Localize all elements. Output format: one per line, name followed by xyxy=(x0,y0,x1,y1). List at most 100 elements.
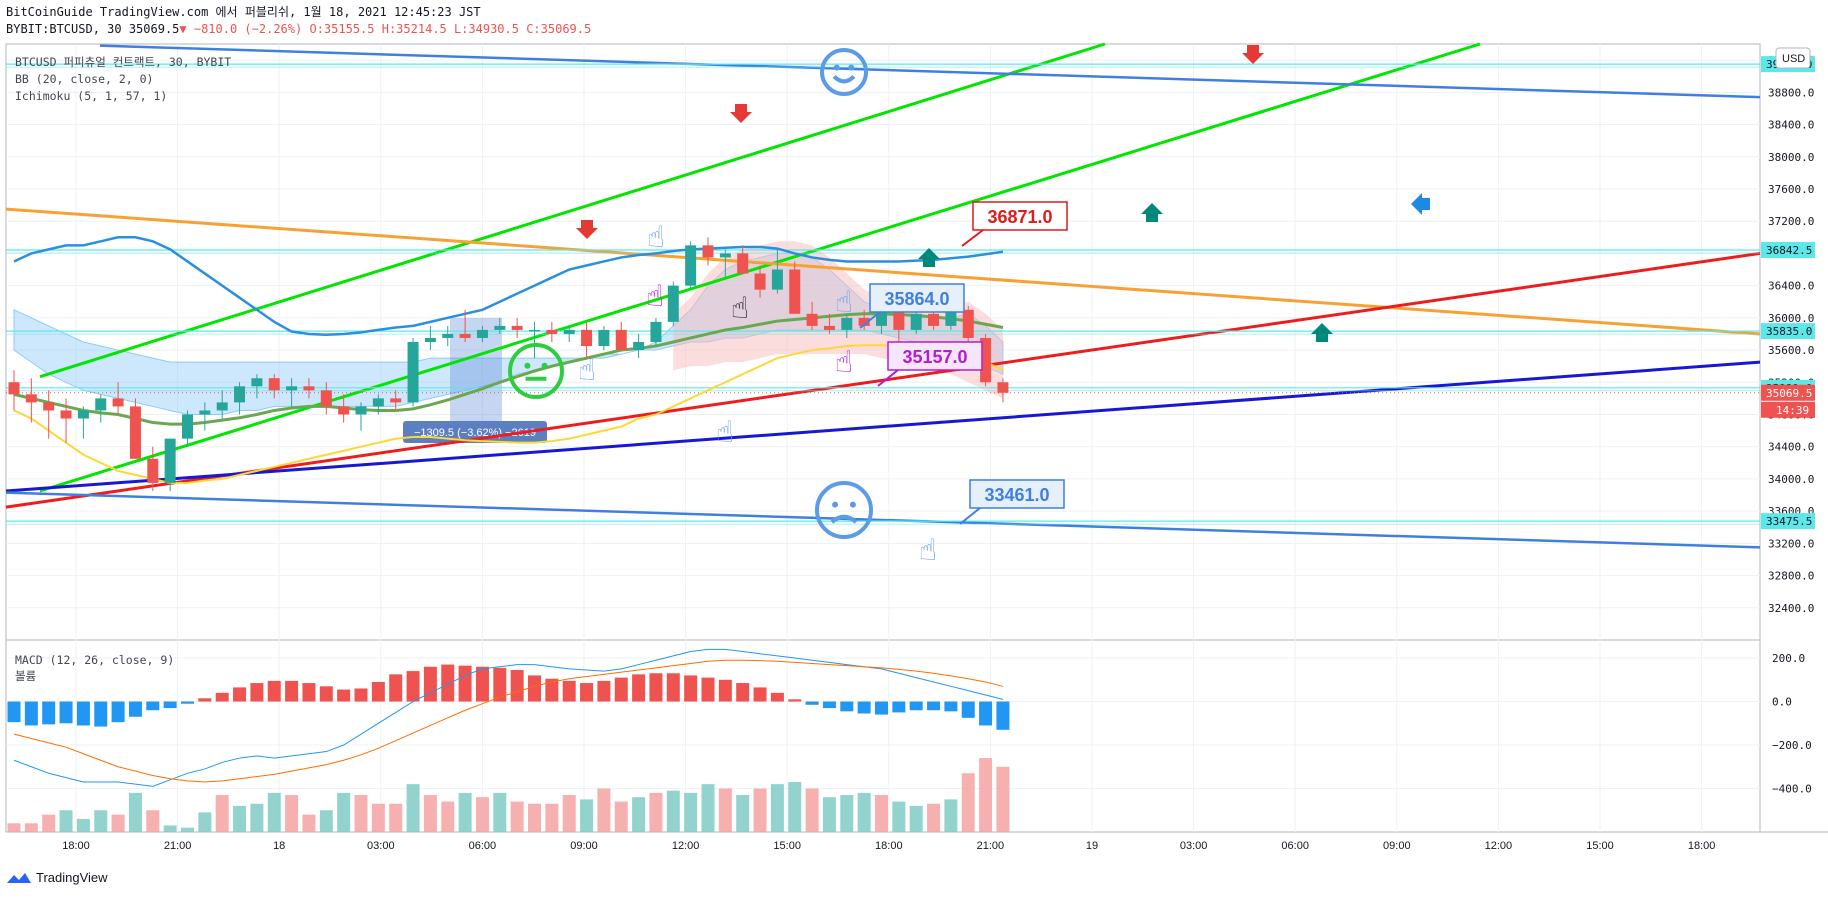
tradingview-footer[interactable]: TradingView xyxy=(6,870,108,885)
candle-body xyxy=(910,313,922,330)
callout-box xyxy=(869,283,965,313)
volume-bar xyxy=(285,795,299,832)
legend-ichimoku: Ichimoku (5, 1, 57, 1) xyxy=(15,89,168,103)
y-tick-label: 34400.0 xyxy=(1768,441,1814,454)
macd-histogram-bar xyxy=(545,678,559,702)
candle-body xyxy=(823,325,835,330)
macd-histogram-bar xyxy=(146,701,160,711)
macd-histogram-bar xyxy=(788,699,802,702)
last-price-tag xyxy=(1761,384,1815,401)
steel-upper-line xyxy=(99,44,1761,99)
macd-histogram-bar xyxy=(840,701,854,712)
macd-histogram-bar xyxy=(736,683,750,702)
macd-histogram-bar xyxy=(441,664,455,702)
macd-histogram-bar xyxy=(319,686,333,702)
channel-upper-line xyxy=(39,42,1106,379)
volume-bar xyxy=(7,823,21,832)
y-tick-label: 33200.0 xyxy=(1768,537,1814,550)
macd-histogram-bar xyxy=(458,665,472,702)
macd-histogram-bar xyxy=(580,683,594,702)
tradingview-logo-icon xyxy=(7,872,31,883)
volume-bar xyxy=(562,795,576,832)
smile-face-icon-eye xyxy=(848,64,855,71)
macd-histogram-bar xyxy=(701,677,715,702)
smile-face-icon-eye xyxy=(833,64,840,71)
down-arrow-icon xyxy=(1242,45,1264,64)
callout-price: 35157.0 xyxy=(902,347,967,367)
price-change: −810.0 (−2.26%) xyxy=(193,22,303,36)
candle-body xyxy=(199,410,211,415)
macd-y-tick-label: −400.0 xyxy=(1772,783,1812,796)
candle-body xyxy=(997,382,1009,393)
volume-bar xyxy=(875,795,888,832)
volume-bar xyxy=(788,781,802,832)
candle-body xyxy=(268,378,280,391)
candle-body xyxy=(182,414,193,439)
pointing-hand-icon: ☝ xyxy=(919,533,937,568)
candle-body xyxy=(407,342,419,403)
macd-histogram-bar xyxy=(718,679,732,702)
macd-histogram-bar xyxy=(944,701,958,712)
x-tick-label: 09:00 xyxy=(570,840,598,852)
macd-histogram-bar xyxy=(632,674,646,702)
y-tick-label: 38800.0 xyxy=(1768,86,1814,99)
macd-histogram-bar xyxy=(354,688,368,702)
candle-body xyxy=(754,273,766,290)
callout-pointer xyxy=(859,311,881,329)
x-tick-label: 18:00 xyxy=(62,840,90,852)
candle-body xyxy=(563,329,575,334)
candle-body xyxy=(789,269,801,314)
x-tick-label: 21:00 xyxy=(977,840,1005,852)
candle-body xyxy=(216,402,228,411)
macd-histogram-bar xyxy=(76,701,90,726)
volume-bar xyxy=(250,803,264,832)
candle-body xyxy=(945,309,957,326)
candle-body xyxy=(650,321,662,342)
volume-bar xyxy=(718,788,732,832)
up-arrow-icon xyxy=(1141,203,1163,222)
candle-body xyxy=(164,438,176,483)
volume-bar xyxy=(354,795,368,832)
volume-bar xyxy=(128,792,142,832)
countdown-label: 14:39 xyxy=(1776,404,1809,417)
x-tick-label: 03:00 xyxy=(367,840,395,852)
callout-pointer xyxy=(959,507,981,525)
wry-face-icon-eye xyxy=(849,501,856,508)
macd-histogram-bar xyxy=(250,683,264,702)
volume-bar xyxy=(805,788,819,832)
candle-body xyxy=(529,329,540,332)
volume-bar xyxy=(632,797,646,832)
pointing-hand-icon: ☝ xyxy=(835,345,853,380)
macd-line xyxy=(13,648,1004,787)
macd-histogram-bar xyxy=(649,673,663,702)
macd-histogram-bar xyxy=(285,680,299,702)
volume-bar xyxy=(337,792,351,832)
candle-body xyxy=(234,386,246,403)
macd-histogram-bar xyxy=(389,674,403,702)
volume-bar xyxy=(857,792,871,832)
y-tick-label: 34000.0 xyxy=(1768,473,1814,486)
volume-bar xyxy=(927,803,941,832)
volume-bar xyxy=(42,814,56,832)
volume-bar xyxy=(319,810,333,832)
level-price-label: 36842.5 xyxy=(1766,244,1812,257)
volume-bar xyxy=(979,758,993,832)
candle-body xyxy=(8,382,20,395)
x-tick-label: 18:00 xyxy=(875,840,903,852)
wry-face-icon-mouth xyxy=(830,514,858,524)
macd-histogram-bar xyxy=(302,683,316,702)
candle-body xyxy=(685,245,697,286)
candle-body xyxy=(129,406,141,459)
y-tick-label: 38000.0 xyxy=(1768,151,1814,164)
macd-histogram-bar xyxy=(267,680,281,702)
up-arrow-icon-shape xyxy=(1311,323,1333,342)
x-tick-label: 18 xyxy=(273,840,285,852)
macd-histogram-bar xyxy=(597,680,611,702)
macd-histogram-bar xyxy=(215,692,229,702)
volume-bar xyxy=(614,801,628,832)
macd-histogram-bar xyxy=(909,701,923,711)
volume-bar xyxy=(181,827,194,832)
macd-histogram-bar xyxy=(822,701,836,709)
volume-bar xyxy=(76,818,90,832)
